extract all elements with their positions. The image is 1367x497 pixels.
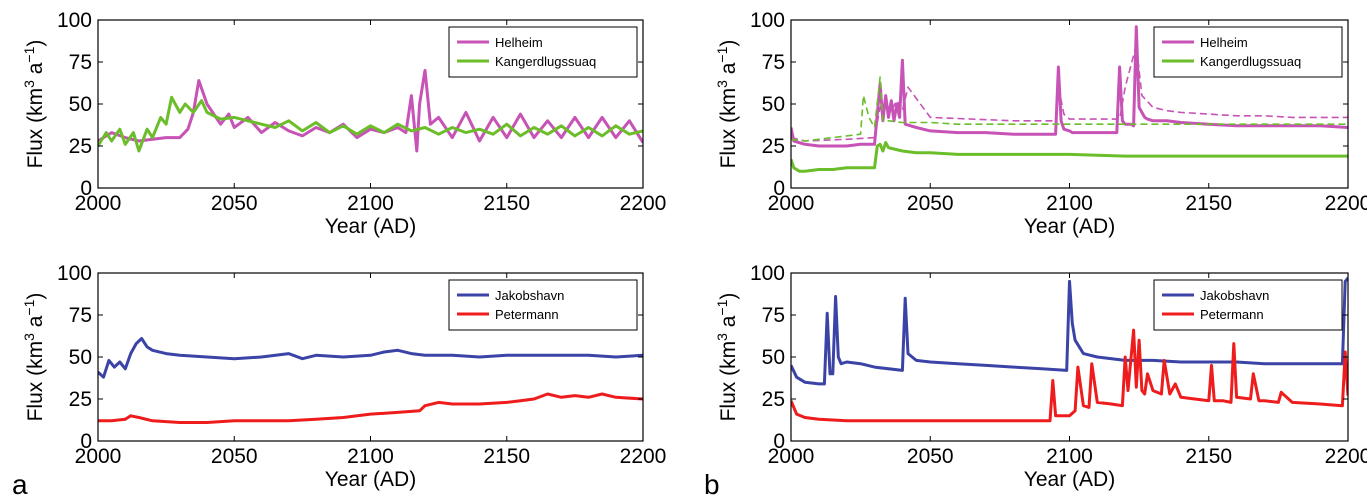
panel-label-b: b — [704, 469, 720, 497]
y-axis-label-part: Flux (km — [717, 341, 740, 422]
series-line-jakobshavn — [791, 277, 1348, 386]
x-tick-label: 2150 — [483, 445, 530, 468]
y-tick-label: 75 — [762, 304, 785, 327]
x-tick-label: 2050 — [211, 192, 258, 215]
y-tick-label: 0 — [773, 430, 785, 453]
y-axis-label-part: a — [717, 315, 740, 333]
y-tick-label: 50 — [762, 346, 785, 369]
legend-box — [448, 279, 638, 331]
y-tick-label: 0 — [773, 177, 785, 200]
y-axis-label-superscript: 3 — [21, 333, 37, 341]
chart-b-top: 2000 2050 2100 2150 2200 0 25 50 75 100 Year (AD) F… — [714, 9, 1367, 238]
chart-b-bottom: 2000 2050 2100 2150 2200 0 25 50 75 100 Year (AD) F… — [714, 262, 1367, 491]
y-axis-label-part: a — [717, 62, 740, 80]
y-axis-label-superscript: −1 — [21, 46, 37, 62]
y-tick-label: 25 — [69, 135, 92, 158]
y-axis-label: Flux (km3 a−1) — [714, 293, 740, 422]
chart-a-bottom: 2000 2050 2100 2150 2200 0 25 50 75 100 Year (AD) F… — [21, 262, 666, 491]
y-tick-label: 0 — [80, 177, 92, 200]
legend-label: Petermann — [495, 307, 559, 322]
y-axis-label-part: ) — [24, 40, 47, 47]
x-tick-label: 2200 — [1325, 445, 1367, 468]
y-tick-label: 75 — [762, 51, 785, 74]
x-tick-label: 2150 — [1185, 445, 1232, 468]
y-tick-label: 50 — [69, 93, 92, 116]
x-axis-label: Year (AD) — [1024, 468, 1115, 491]
y-tick-label: 100 — [750, 262, 785, 285]
y-axis-label: Flux (km3 a−1) — [21, 293, 47, 422]
y-tick-label: 75 — [69, 51, 92, 74]
y-axis-label-part: Flux (km — [24, 341, 47, 422]
x-tick-label: 2050 — [211, 445, 258, 468]
series-line-kangerdlugssuaq — [791, 141, 1348, 173]
y-axis-label-part: Flux (km — [24, 88, 47, 169]
legend-label: Petermann — [1200, 307, 1264, 322]
legend-label: Jakobshavn — [495, 288, 564, 303]
legend-box — [1153, 26, 1343, 78]
x-tick-label: 2200 — [620, 445, 667, 468]
y-axis-label-part: a — [24, 62, 47, 80]
x-tick-label: 2200 — [620, 192, 667, 215]
y-axis-label: Flux (km3 a−1) — [21, 40, 47, 169]
legend-box — [1153, 279, 1343, 331]
x-tick-label: 2100 — [1046, 192, 1093, 215]
series-line-dashed-2 — [791, 44, 1348, 142]
y-axis-label-superscript: −1 — [714, 299, 730, 315]
y-axis-label-superscript: 3 — [714, 80, 730, 88]
y-axis-label-part: Flux (km — [717, 88, 740, 169]
x-tick-label: 2100 — [347, 445, 394, 468]
y-tick-label: 50 — [69, 346, 92, 369]
x-axis-label: Year (AD) — [1024, 215, 1115, 238]
x-tick-label: 2150 — [1185, 192, 1232, 215]
series-line-helheim — [98, 68, 643, 153]
x-tick-label: 2000 — [75, 192, 122, 215]
x-tick-label: 2100 — [347, 192, 394, 215]
y-tick-label: 100 — [57, 262, 92, 285]
y-axis-label-part: ) — [24, 293, 47, 300]
legend-label: Kangerdlugssuaq — [495, 54, 596, 69]
series-line-petermann — [98, 392, 643, 424]
y-axis-label-part: a — [24, 315, 47, 333]
x-tick-label: 2050 — [907, 192, 954, 215]
x-tick-label: 2200 — [1325, 192, 1367, 215]
x-tick-label: 2050 — [907, 445, 954, 468]
legend-box — [448, 26, 638, 78]
series-line-kangerdlugssuaq — [98, 95, 643, 153]
legend-label: Helheim — [495, 35, 543, 50]
series-line-petermann — [791, 328, 1348, 423]
panel-label-a: a — [12, 469, 28, 497]
x-axis-label: Year (AD) — [325, 215, 416, 238]
y-axis-label-superscript: −1 — [21, 299, 37, 315]
y-axis-label: Flux (km3 a−1) — [714, 40, 740, 169]
chart-a-top: 2000 2050 2100 2150 2200 0 25 50 75 100 Year (AD) F… — [21, 9, 666, 238]
y-tick-label: 75 — [69, 304, 92, 327]
y-tick-label: 25 — [69, 388, 92, 411]
y-axis-label-part: ) — [717, 40, 740, 47]
x-tick-label: 2000 — [75, 445, 122, 468]
y-axis-label-superscript: −1 — [714, 46, 730, 62]
x-tick-label: 2000 — [768, 192, 815, 215]
y-tick-label: 100 — [57, 9, 92, 32]
x-tick-label: 2000 — [768, 445, 815, 468]
legend-label: Kangerdlugssuaq — [1200, 54, 1301, 69]
y-tick-label: 0 — [80, 430, 92, 453]
y-axis-label-superscript: 3 — [714, 333, 730, 341]
series-line-dashed-3 — [791, 76, 1348, 142]
x-tick-label: 2150 — [483, 192, 530, 215]
y-axis-label-part: ) — [717, 293, 740, 300]
y-axis-label-superscript: 3 — [21, 80, 37, 88]
x-axis-label: Year (AD) — [325, 468, 416, 491]
x-tick-label: 2100 — [1046, 445, 1093, 468]
y-tick-label: 25 — [762, 388, 785, 411]
legend-label: Jakobshavn — [1200, 288, 1269, 303]
series-line-helheim — [791, 25, 1348, 148]
series-line-jakobshavn — [98, 337, 643, 379]
legend-label: Helheim — [1200, 35, 1248, 50]
y-tick-label: 50 — [762, 93, 785, 116]
y-tick-label: 100 — [750, 9, 785, 32]
y-tick-label: 25 — [762, 135, 785, 158]
